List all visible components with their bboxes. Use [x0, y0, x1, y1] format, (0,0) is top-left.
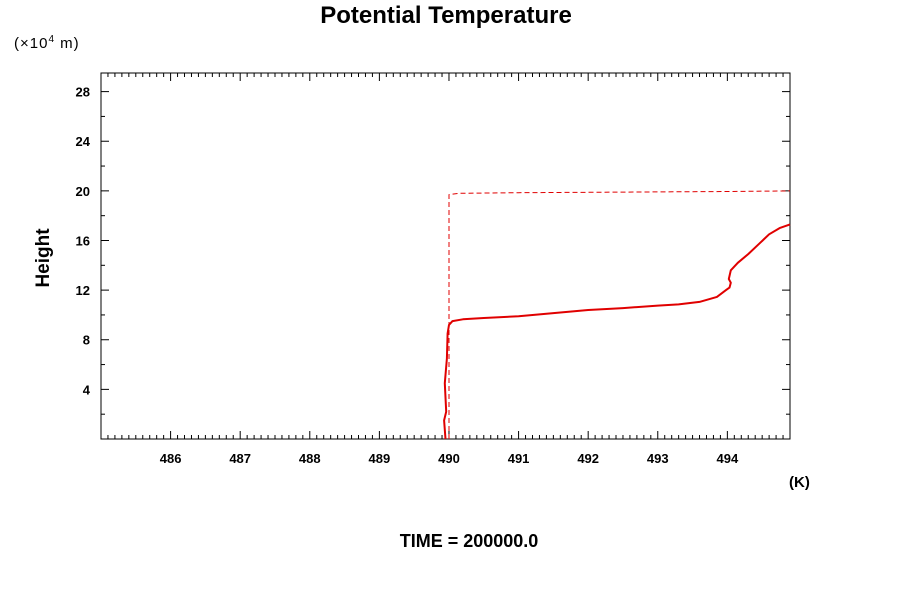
x-tick-label: 492	[577, 451, 599, 466]
y-unit-suffix: m)	[55, 35, 80, 52]
chart-title: Potential Temperature	[320, 2, 572, 29]
time-footer: TIME = 200000.0	[399, 531, 539, 551]
series-lines	[443, 190, 791, 440]
x-tick-label: 493	[647, 451, 669, 466]
x-tick-label: 489	[369, 451, 391, 466]
y-tick-label: 16	[76, 233, 90, 248]
x-tick-label: 486	[160, 451, 182, 466]
y-unit-exponent: 4	[48, 34, 56, 45]
solid-series-line	[443, 223, 791, 440]
x-tick-label: 487	[229, 451, 251, 466]
tick-labels: 486 487 488 489 490 491 492 493 494 4 8 12 16 20 24 28	[76, 85, 739, 466]
y-tick-label: 20	[76, 184, 90, 199]
y-tick-label: 8	[83, 333, 90, 348]
x-axis-unit: (K)	[789, 474, 810, 491]
axis-ticks	[100, 73, 791, 439]
x-tick-label: 488	[299, 451, 321, 466]
y-tick-label: 24	[76, 134, 91, 149]
y-unit-prefix: (×10	[14, 35, 49, 52]
x-tick-label: 491	[508, 451, 530, 466]
dashed-series-line	[448, 190, 791, 439]
y-tick-label: 28	[76, 85, 90, 100]
x-tick-label: 494	[717, 451, 739, 466]
x-tick-label: 490	[438, 451, 460, 466]
y-axis-unit: (×104 m)	[14, 34, 80, 52]
y-tick-label: 12	[76, 283, 90, 298]
y-tick-label: 4	[83, 382, 91, 397]
